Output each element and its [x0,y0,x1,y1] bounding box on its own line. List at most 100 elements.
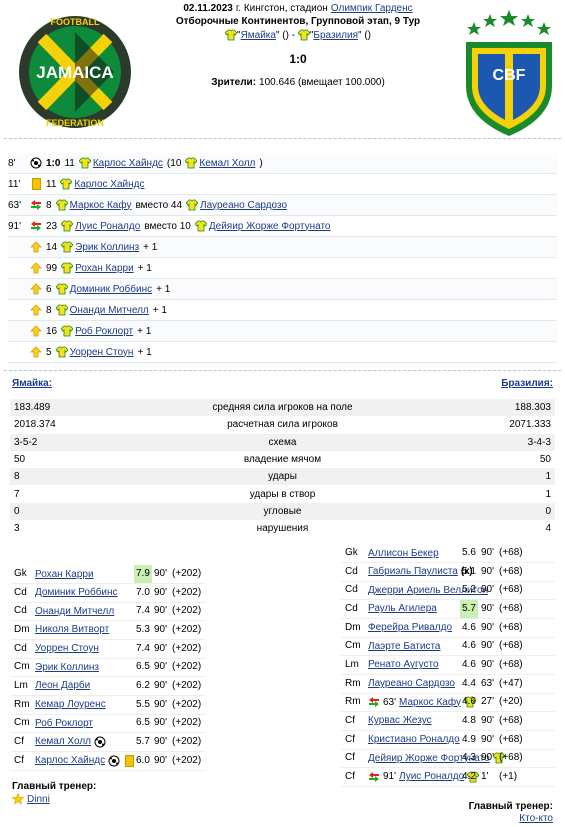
player-link[interactable]: Ренато Аугусто [368,659,439,671]
player-link[interactable]: Маркос Кафу [69,199,132,211]
shirt-icon-graphic [55,199,68,211]
player-rating: 5.3 [136,623,150,635]
player-link[interactable]: Онанди Митчелл [69,304,149,316]
lineup-row: Cm Роб Роклорт 6.5 90' (+202) [10,714,206,734]
player-position: Cf [14,735,24,747]
stat-home: 7 [14,488,20,500]
shirt-icon [297,29,310,41]
player-link[interactable]: Луис Роналдо [399,771,465,783]
shirt-icon [185,157,198,169]
player-time: 90' [154,698,168,710]
player-position: Cd [345,602,358,614]
shirt-icon-graphic [61,262,74,274]
player-link[interactable]: Доминик Роббинс [69,283,153,295]
player-plus: (+68) [499,752,523,764]
player-link[interactable]: Кемал Холл [35,736,92,748]
player-link[interactable]: Уоррен Стоун [35,643,99,655]
separator [4,370,561,371]
matchup-text: " () - [275,29,298,41]
player-link[interactable]: Рохан Карри [75,262,134,274]
player-link[interactable]: Маркос Кафу [399,696,461,708]
player-link[interactable]: Роб Роклорт [35,717,94,729]
player-link[interactable]: Роб Роклорт [75,325,134,337]
player-plus: (+68) [499,565,523,577]
player-link[interactable]: Леон Дарби [35,680,91,692]
player-position: Cd [14,586,27,598]
away-team-link[interactable]: Бразилия: [501,378,553,389]
stat-row: 3-5-2 схема 3-4-3 [10,433,555,451]
player-plus: (+202) [172,623,202,635]
player-link[interactable]: Карлос Хайндс [74,178,145,190]
up-icon-graphic [30,241,42,253]
player-link[interactable]: Уоррен Стоун [69,346,134,358]
event-text: 5 [46,346,52,358]
player-link[interactable]: Эрик Коллинз [35,661,100,673]
shirt-icon [55,199,68,211]
coach-link[interactable]: Кто-кто [519,813,553,824]
player-plus: (+202) [172,717,202,729]
shirt-icon [61,241,74,253]
player-cell: Эрик Коллинз [35,658,99,676]
player-link[interactable]: Дейяир Жорже Фортунато [208,220,331,232]
match-info: 02.11.2023 г. Кингстон, стадион Олимпик Га… [140,3,456,14]
shirt-icon-graphic [60,178,73,190]
stat-row: 2018.374 расчетная сила игроков 2071.333 [10,416,555,434]
player-rating: 6.2 [136,679,150,691]
player-cell: Карлос Хайндс [35,752,135,770]
lineup-row: Cd Рауль Агилера 5.7 90' (+68) [341,599,555,619]
player-position: Cf [345,770,355,782]
player-link[interactable]: Лауреано Сардозо [200,199,288,211]
player-link[interactable]: Доминик Роббинс [35,587,118,599]
player-link[interactable]: Рауль Агилера [368,603,437,615]
player: Луис Роналдо [61,220,140,232]
player-link[interactable]: Джерри Ариель Веллитон [368,584,489,596]
player-link[interactable]: Кристиано Роналдо [368,734,460,745]
player-cell: Рохан Карри [35,565,94,583]
player-rating: 5.7 [136,735,150,747]
player-position: Lm [14,679,28,691]
event-text: 1:0 [46,157,61,169]
team-link[interactable]: Ямайка [240,29,276,41]
yellow-icon [123,754,135,767]
player-link[interactable]: Карлос Хайндс [92,157,163,169]
player-link[interactable]: Эрик Коллинз [75,241,140,253]
player-time: 90' [154,642,168,654]
event-row: 16 Роб Роклорт + 1 [8,321,557,342]
player-time: 90' [154,605,168,617]
lineup-row: Cd Уоррен Стоун 7.4 90' (+202) [10,640,206,659]
shirt-icon [61,325,74,337]
up-icon-graphic [30,262,42,274]
logo-text: FEDERATION [46,118,104,128]
player-link[interactable]: Рохан Карри [35,568,94,580]
player-link[interactable]: Аллисон Бекер [368,547,439,559]
player-link[interactable]: Лаэрте Батиста [368,640,441,652]
player-cell: Кристиано Роналдо [368,731,460,749]
player-time: 90' [154,679,168,691]
player-link[interactable]: Онанди Митчелл [35,605,115,617]
player-link[interactable]: Николя Витворт [35,624,110,636]
player-link[interactable]: Кемал Холл [199,157,256,169]
yellow-icon-graphic [125,754,135,767]
shirt-icon [492,752,505,764]
team-link[interactable]: Бразилия [313,29,358,41]
player-link[interactable]: Кемар Лоуренс [35,699,106,711]
player-link[interactable]: Габриэль Паулиста [368,566,458,578]
player-time: 90' [481,752,495,764]
home-team-link[interactable]: Ямайка: [12,378,53,389]
player-link[interactable]: Ферейра Ривалдо [368,622,453,634]
coach-link[interactable]: Dinni [27,793,50,805]
player-link[interactable]: Дейяир Жорже Фортунато [368,752,490,764]
player-link[interactable]: Лауреано Сардозо [368,678,455,690]
stadium-link[interactable]: Олимпик Гарденс [330,3,413,14]
stat-home: 2018.374 [14,419,56,431]
stat-row: 50 владение мячом 50 [10,450,555,468]
lineup-row: Cf 91' Луис Роналдо 4.2 1' (+1) [341,768,555,787]
player-rating: 7.9 [134,565,152,583]
player-plus: (+68) [499,658,523,670]
player-link[interactable]: Луис Роналдо [75,220,141,232]
player-link[interactable]: Курвас Жезус [368,715,432,727]
event-text: + 1 [137,346,152,358]
shirt-icon [225,29,237,41]
player-link[interactable]: Карлос Хайндс [35,755,106,766]
player-rating: 5.2 [462,584,476,596]
